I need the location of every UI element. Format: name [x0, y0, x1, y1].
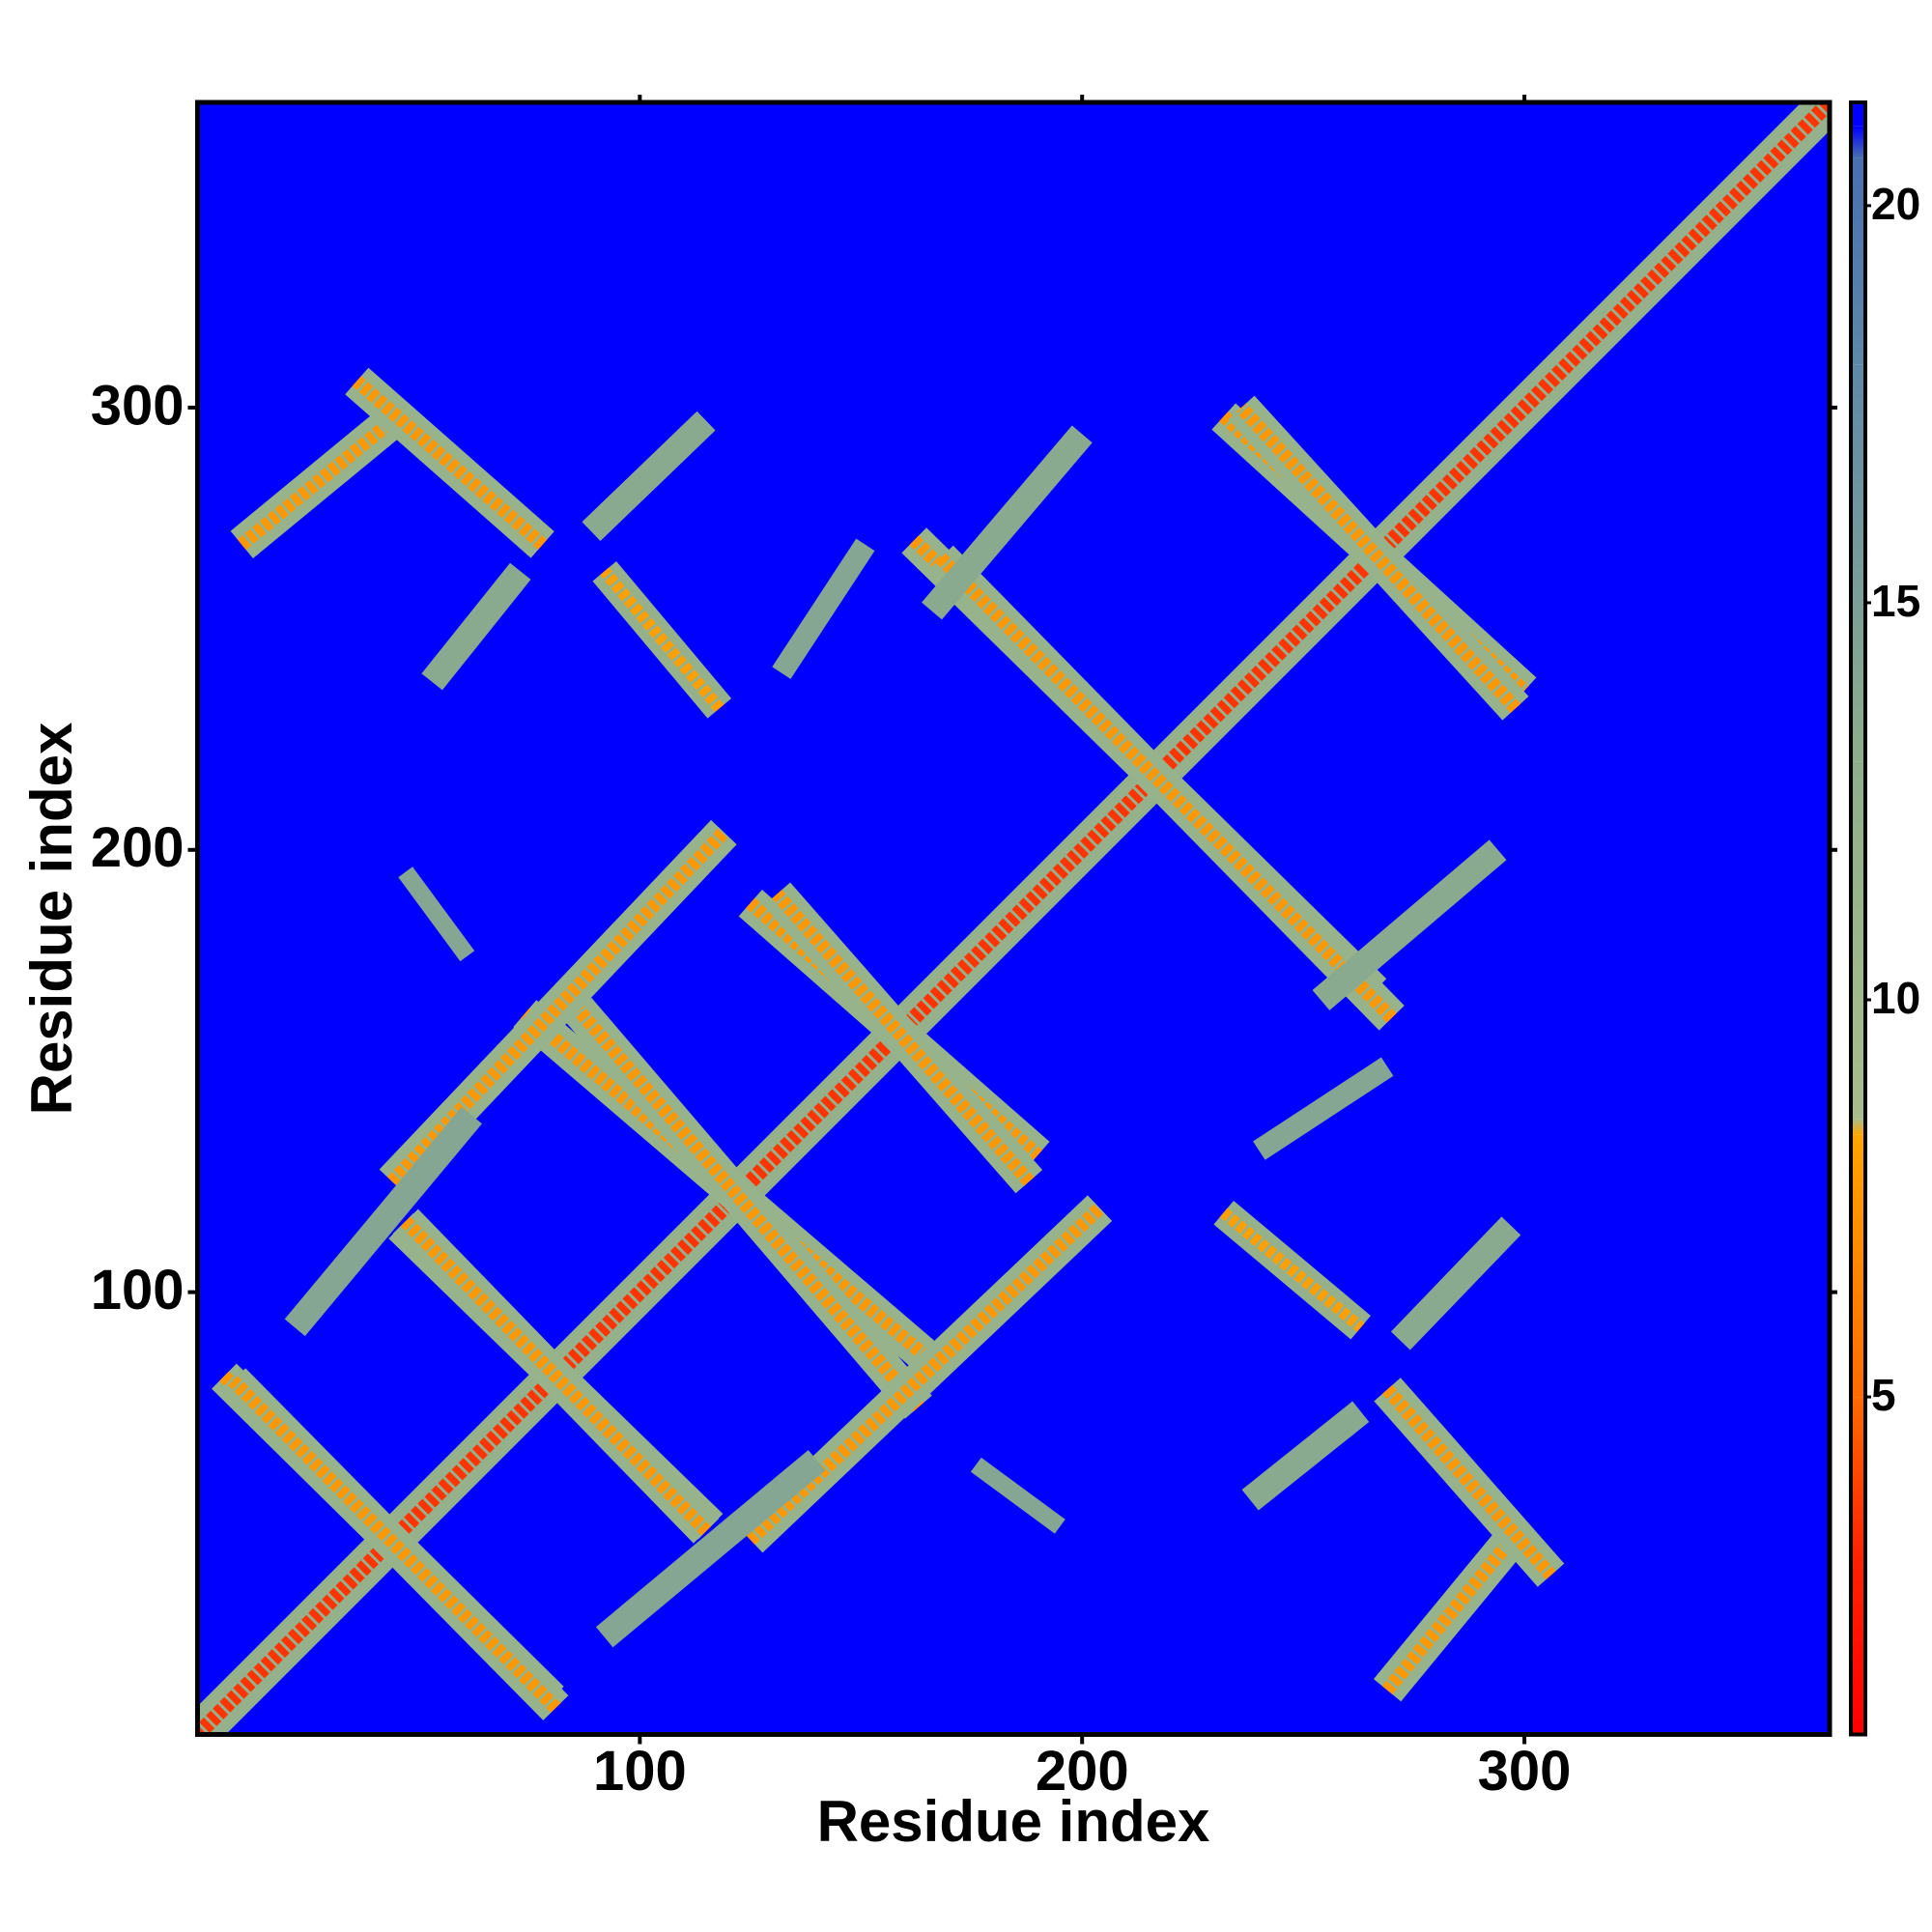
colorbar-top: [1851, 102, 1865, 127]
contact-band: [1241, 1401, 1370, 1511]
colorbar-segment: [1851, 1555, 1865, 1735]
y-tick-label: 200: [91, 816, 185, 879]
contact-band-core: [352, 376, 548, 551]
contact-band-core: [386, 827, 729, 1186]
contact-band-core: [1236, 403, 1521, 713]
y-axis-title: Residue index: [19, 723, 84, 1116]
contact-band-core: [400, 1216, 712, 1536]
contact-band: [970, 1457, 1065, 1534]
colorbar-segment: [1851, 761, 1865, 1120]
contact-band-core: [600, 567, 724, 713]
contact-band-core: [1219, 1208, 1365, 1332]
heatmap: [197, 102, 1830, 1735]
contact-band: [284, 1106, 482, 1337]
contact-band-core: [237, 415, 397, 551]
contact-band: [595, 1450, 826, 1648]
colorbar-tick-label: 20: [1871, 179, 1920, 229]
contact-band-core: [746, 1203, 1105, 1546]
contact-band-core: [935, 553, 1397, 1023]
x-tick-label: 200: [1036, 1740, 1129, 1803]
y-tick-label: 300: [91, 374, 185, 437]
contact-band: [1253, 1057, 1394, 1160]
colorbar-segment: [1851, 157, 1865, 365]
colorbar-segment: [1851, 1397, 1865, 1556]
colorbar-segment: [1851, 1119, 1865, 1135]
contact-band: [582, 411, 716, 542]
colorbar-tick-label: 5: [1871, 1370, 1896, 1420]
colorbar-segment: [1851, 126, 1865, 158]
contact-band-core: [1381, 1384, 1556, 1580]
colorbar-tick-label: 10: [1871, 973, 1920, 1023]
contact-band-core: [228, 1376, 561, 1713]
x-tick-label: 100: [593, 1740, 687, 1803]
plot-frame: [195, 99, 1833, 1737]
contact-band: [1312, 839, 1507, 1010]
contact-band-core: [772, 889, 1035, 1186]
colorbar-tick-label: 15: [1871, 576, 1920, 626]
colorbar-frame: [1849, 100, 1867, 1737]
contact-band: [772, 538, 875, 679]
colorbar-segment: [1851, 1134, 1865, 1398]
contact-band-core: [197, 102, 1830, 1735]
contact-band: [398, 867, 475, 962]
contact-band-core: [1381, 1535, 1517, 1695]
contact-band-core: [572, 1005, 924, 1412]
x-axis-title: Residue index: [817, 1789, 1210, 1854]
contact-band: [1390, 1216, 1521, 1350]
contact-band: [922, 425, 1093, 620]
x-tick-label: 300: [1478, 1740, 1572, 1803]
colorbar-segment: [1851, 364, 1865, 762]
y-tick-label: 100: [91, 1259, 185, 1321]
contact-band: [421, 562, 531, 691]
